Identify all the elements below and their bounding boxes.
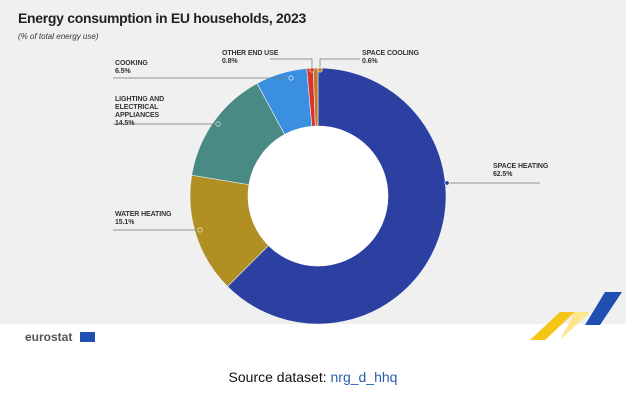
source: Source dataset: nrg_d_hhq bbox=[0, 369, 626, 385]
category-label: COOKING bbox=[115, 60, 148, 67]
leader-dot bbox=[215, 121, 221, 127]
leader-dot bbox=[288, 75, 294, 81]
source-link[interactable]: nrg_d_hhq bbox=[330, 369, 398, 385]
category-label: LIGHTING AND ELECTRICAL APPLIANCES bbox=[115, 96, 165, 119]
brand: eurostat bbox=[25, 330, 73, 344]
decoration bbox=[585, 292, 622, 325]
value-label: 6.5% bbox=[115, 68, 131, 75]
leader-dot bbox=[317, 67, 323, 73]
data-label: WATER HEATING 15.1% bbox=[115, 211, 205, 227]
leader-line bbox=[319, 58, 360, 70]
data-label: OTHER END USE 0.8% bbox=[222, 50, 282, 66]
leader-line bbox=[270, 58, 313, 70]
value-label: 0.8% bbox=[222, 58, 238, 65]
category-label: SPACE HEATING bbox=[493, 163, 549, 170]
data-label: LIGHTING AND ELECTRICAL APPLIANCES 14.5% bbox=[115, 96, 200, 128]
value-label: 62.5% bbox=[493, 171, 513, 178]
value-label: 0.6% bbox=[362, 58, 378, 65]
eu-flag bbox=[80, 332, 95, 342]
value-label: 15.1% bbox=[115, 219, 135, 226]
leader-dot bbox=[309, 67, 315, 73]
category-label: SPACE COOLING bbox=[362, 50, 419, 57]
decoration bbox=[530, 312, 575, 340]
data-label: SPACE HEATING 62.5% bbox=[493, 163, 553, 179]
data-label: COOKING 6.5% bbox=[115, 60, 205, 76]
value-label: 14.5% bbox=[115, 120, 135, 127]
donut-hole bbox=[248, 126, 388, 266]
chart-title: Energy consumption in EU households, 202… bbox=[18, 10, 306, 26]
leader-dot bbox=[444, 180, 450, 186]
chart-subtitle: (% of total energy use) bbox=[18, 32, 99, 41]
category-label: WATER HEATING bbox=[115, 211, 172, 218]
decoration bbox=[560, 312, 590, 340]
data-label: SPACE COOLING 0.6% bbox=[362, 50, 422, 66]
source-label: Source dataset: bbox=[228, 369, 327, 385]
leader-dot bbox=[197, 227, 203, 233]
category-label: OTHER END USE bbox=[222, 50, 279, 57]
